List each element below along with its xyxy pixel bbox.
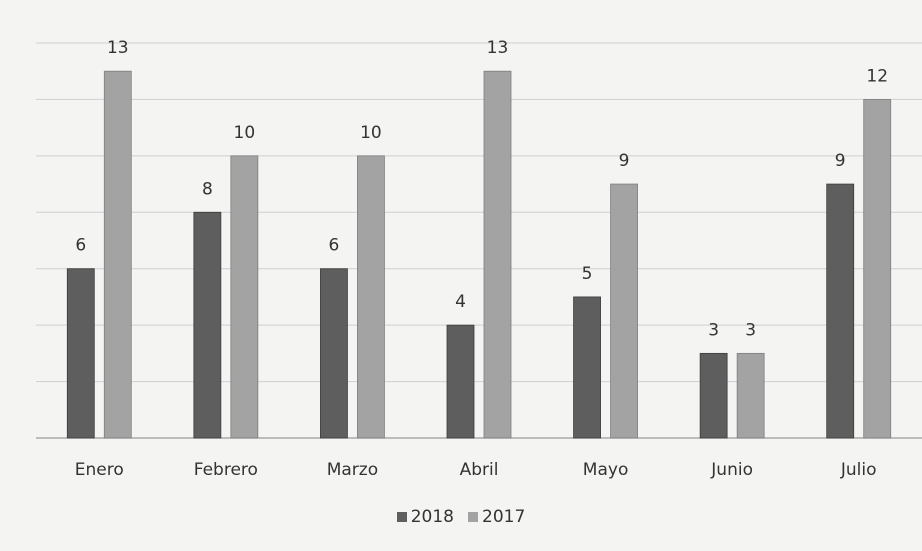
data-label-2018: 9 bbox=[835, 151, 846, 171]
bar-2017 bbox=[863, 99, 892, 439]
data-label-2018: 3 bbox=[708, 320, 719, 340]
bar-2017 bbox=[610, 183, 638, 439]
bar-2018 bbox=[320, 268, 348, 439]
legend-item-2017: 2017 bbox=[468, 507, 525, 527]
data-label-2018: 6 bbox=[329, 236, 340, 256]
x-tick-label: Febrero bbox=[194, 460, 258, 480]
bar-2018 bbox=[66, 268, 95, 439]
bar-2018 bbox=[446, 324, 475, 439]
data-label-2017: 12 bbox=[866, 66, 888, 86]
data-label-2017: 13 bbox=[107, 38, 129, 58]
data-label-2017: 3 bbox=[745, 320, 756, 340]
data-label-2018: 8 bbox=[202, 179, 213, 199]
x-tick-label: Julio bbox=[840, 460, 877, 480]
bar-2017 bbox=[483, 70, 512, 439]
x-tick-label: Junio bbox=[710, 460, 753, 480]
legend: 2018 2017 bbox=[0, 507, 922, 527]
legend-label-2018: 2018 bbox=[410, 507, 454, 527]
data-label-2018: 4 bbox=[455, 292, 466, 312]
bar-2018 bbox=[193, 211, 222, 439]
data-label-2017: 10 bbox=[234, 123, 256, 143]
data-label-2017: 10 bbox=[360, 123, 382, 143]
legend-label-2017: 2017 bbox=[482, 507, 526, 527]
bar-2017 bbox=[357, 155, 385, 439]
x-tick-label: Marzo bbox=[327, 460, 378, 480]
data-label-2018: 5 bbox=[582, 264, 593, 284]
legend-swatch-2018 bbox=[396, 512, 407, 522]
x-tick-label: Mayo bbox=[583, 460, 629, 480]
bar-2017 bbox=[103, 70, 132, 439]
data-label-2017: 13 bbox=[487, 38, 509, 58]
data-label-2018: 6 bbox=[75, 236, 86, 256]
bar-2018 bbox=[826, 183, 855, 439]
data-label-2017: 9 bbox=[619, 151, 630, 171]
bar-2018 bbox=[699, 352, 728, 439]
x-tick-label: Abril bbox=[460, 460, 499, 480]
legend-item-2018: 2018 bbox=[396, 507, 454, 527]
legend-swatch-2017 bbox=[468, 512, 478, 522]
x-tick-label: Enero bbox=[75, 460, 124, 480]
bar-2017 bbox=[736, 352, 765, 439]
bar-2017 bbox=[230, 155, 259, 439]
bar-2018 bbox=[573, 296, 601, 439]
